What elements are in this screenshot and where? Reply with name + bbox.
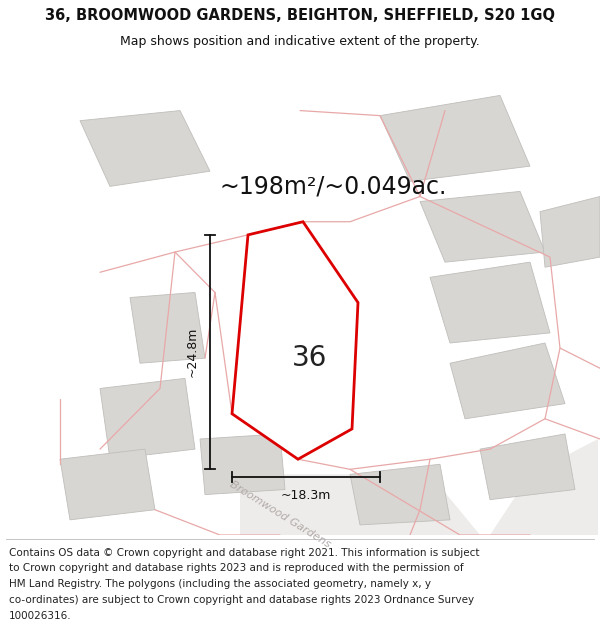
Polygon shape [200, 434, 285, 494]
Polygon shape [130, 292, 205, 363]
Text: Contains OS data © Crown copyright and database right 2021. This information is : Contains OS data © Crown copyright and d… [9, 548, 479, 558]
Polygon shape [490, 439, 598, 535]
Text: HM Land Registry. The polygons (including the associated geometry, namely x, y: HM Land Registry. The polygons (includin… [9, 579, 431, 589]
Polygon shape [80, 111, 210, 186]
Text: Broomwood Gardens: Broomwood Gardens [228, 479, 332, 550]
Polygon shape [240, 474, 480, 535]
Polygon shape [420, 191, 545, 262]
Text: 36: 36 [292, 344, 328, 372]
Polygon shape [480, 434, 575, 499]
Text: 36, BROOMWOOD GARDENS, BEIGHTON, SHEFFIELD, S20 1GQ: 36, BROOMWOOD GARDENS, BEIGHTON, SHEFFIE… [45, 8, 555, 23]
Polygon shape [430, 262, 550, 343]
Text: Map shows position and indicative extent of the property.: Map shows position and indicative extent… [120, 35, 480, 48]
Polygon shape [380, 96, 530, 181]
Text: 100026316.: 100026316. [9, 611, 71, 621]
Text: ~24.8m: ~24.8m [185, 327, 199, 378]
Polygon shape [350, 464, 450, 525]
Text: to Crown copyright and database rights 2023 and is reproduced with the permissio: to Crown copyright and database rights 2… [9, 563, 464, 573]
Polygon shape [232, 222, 358, 459]
Polygon shape [540, 196, 600, 268]
Text: ~198m²/~0.049ac.: ~198m²/~0.049ac. [220, 174, 448, 198]
Text: ~18.3m: ~18.3m [281, 489, 331, 502]
Polygon shape [100, 378, 195, 459]
Polygon shape [60, 449, 155, 520]
Polygon shape [450, 343, 565, 419]
Text: co-ordinates) are subject to Crown copyright and database rights 2023 Ordnance S: co-ordinates) are subject to Crown copyr… [9, 595, 474, 605]
